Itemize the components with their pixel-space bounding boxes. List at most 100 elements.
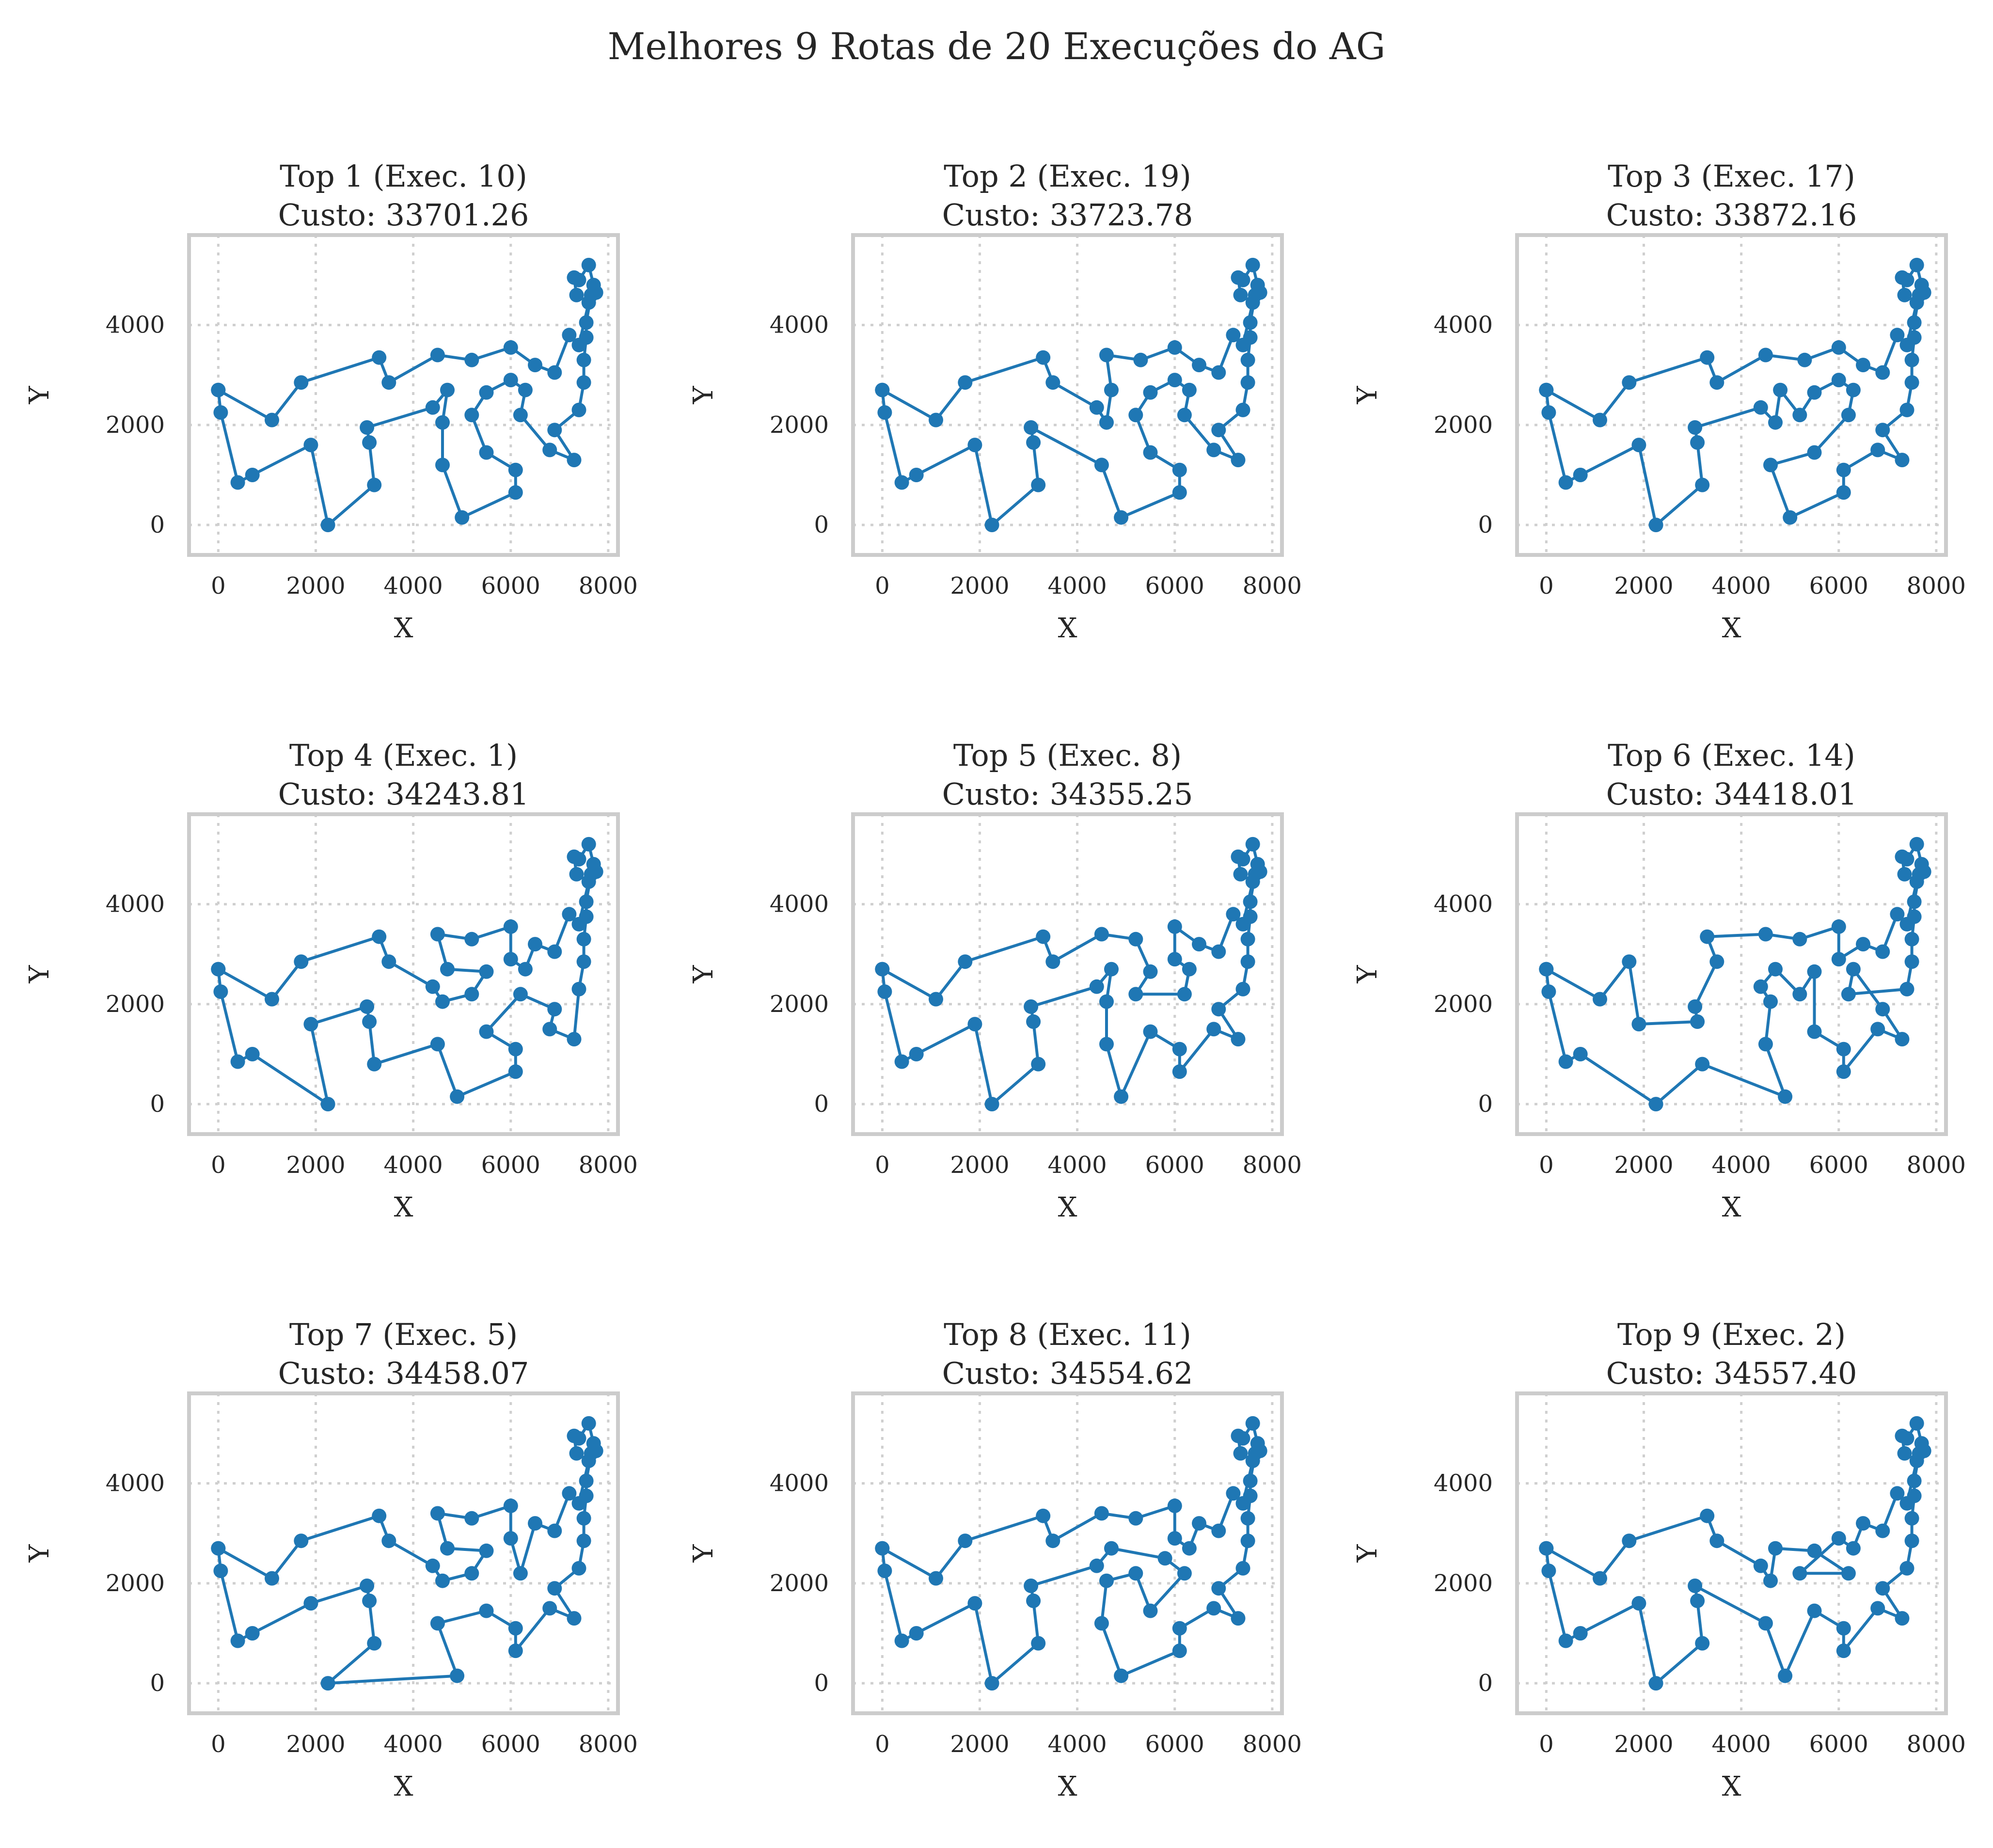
city-point — [230, 1054, 245, 1069]
city-point — [1182, 1541, 1197, 1556]
y-tick-label: 2000 — [1434, 411, 1493, 439]
x-tick-label: 6000 — [1145, 1152, 1204, 1179]
city-point — [1846, 962, 1861, 977]
x-tick-label: 6000 — [1809, 1731, 1868, 1758]
city-point — [1909, 295, 1924, 310]
city-point — [571, 1561, 586, 1576]
city-point — [1758, 1616, 1773, 1631]
panel-title: Top 5 (Exec. 8) — [953, 738, 1182, 773]
city-point — [1099, 1037, 1114, 1052]
city-point — [464, 1511, 479, 1526]
y-tick-label: 4000 — [770, 312, 829, 339]
y-axis-label: Y — [24, 1544, 55, 1563]
city-point — [1099, 415, 1114, 430]
x-tick-label: 0 — [875, 1152, 890, 1179]
city-point — [1875, 1581, 1890, 1596]
city-point — [1211, 1002, 1226, 1017]
city-point — [894, 475, 909, 490]
city-point — [567, 1032, 582, 1047]
panel-2: Top 2 (Exec. 19)Custo: 33723.78 0 2000 4000… — [688, 158, 1302, 644]
city-point — [1690, 1594, 1705, 1608]
city-point — [1128, 408, 1143, 423]
city-point — [1024, 420, 1039, 435]
y-tick-label: 0 — [150, 1090, 165, 1118]
x-tick-label: 8000 — [1243, 1731, 1302, 1758]
panel-7: Top 7 (Exec. 5) Custo: 34458.07 0 2000 4000 6… — [24, 1317, 638, 1802]
city-point — [513, 987, 528, 1002]
city-point — [1836, 1643, 1851, 1658]
city-point — [1245, 874, 1260, 889]
city-point — [1899, 1496, 1914, 1511]
city-point — [1914, 1436, 1929, 1451]
city-point — [576, 352, 591, 367]
city-point — [1890, 1486, 1905, 1501]
city-point — [1240, 1533, 1255, 1548]
y-tick-label: 2000 — [770, 991, 829, 1018]
panel-title: Top 8 (Exec. 11) — [944, 1317, 1191, 1352]
city-point — [1895, 1611, 1910, 1626]
city-point — [1700, 929, 1715, 944]
city-point — [1541, 1564, 1556, 1579]
x-tick-label: 8000 — [1243, 1152, 1302, 1179]
x-tick-label: 2000 — [1614, 1731, 1673, 1758]
city-point — [579, 315, 594, 330]
x-tick-label: 8000 — [1243, 572, 1302, 600]
city-point — [581, 837, 596, 852]
city-point — [1856, 358, 1870, 373]
plot-frame — [187, 812, 620, 1136]
city-point — [576, 1511, 591, 1526]
city-point — [362, 1594, 377, 1608]
city-point — [1226, 907, 1241, 922]
x-tick-label: 4000 — [1712, 572, 1771, 600]
y-tick-label: 4000 — [1434, 1470, 1493, 1497]
city-point — [265, 992, 279, 1007]
x-tick-label: 4000 — [384, 1152, 443, 1179]
city-point — [1909, 1453, 1924, 1469]
x-axis-label: X — [1722, 613, 1741, 644]
city-point — [362, 1014, 377, 1029]
city-point — [430, 1506, 445, 1521]
city-point — [1235, 402, 1250, 417]
city-point — [360, 1579, 375, 1593]
city-point — [508, 1621, 523, 1636]
city-point — [1758, 347, 1773, 363]
city-point — [1593, 992, 1607, 1007]
city-point — [265, 412, 279, 427]
city-point — [508, 1042, 523, 1057]
city-point — [1172, 485, 1187, 500]
city-point — [425, 1558, 440, 1573]
city-point — [1089, 1558, 1104, 1573]
city-point — [1245, 1416, 1260, 1431]
y-axis-label: Y — [688, 1544, 719, 1563]
y-axis-label: Y — [1352, 964, 1383, 983]
city-point — [1841, 1566, 1856, 1581]
route-line — [881, 263, 1262, 527]
city-point — [1904, 375, 1919, 390]
route-line — [1545, 842, 1926, 1106]
city-point — [547, 944, 562, 959]
panel-cost: Custo: 34458.07 — [278, 1356, 529, 1391]
city-point — [1807, 1024, 1822, 1039]
city-point — [381, 954, 396, 969]
x-tick-label: 8000 — [1907, 572, 1966, 600]
panel-5: Top 5 (Exec. 8)Custo: 34355.25 0 2000 4000 6… — [688, 738, 1302, 1223]
y-tick-label: 4000 — [1434, 312, 1493, 339]
y-axis-label: Y — [24, 385, 55, 404]
city-point — [1094, 458, 1109, 473]
city-point — [1768, 962, 1783, 977]
city-point — [929, 412, 943, 427]
city-point — [1045, 954, 1060, 969]
x-tick-label: 6000 — [1145, 572, 1204, 600]
city-point — [1897, 1446, 1912, 1461]
city-point — [1895, 849, 1910, 864]
x-tick-label: 2000 — [1614, 572, 1673, 600]
city-point — [1907, 894, 1922, 909]
city-point — [1914, 278, 1929, 293]
city-point — [1690, 1014, 1705, 1029]
route-line — [881, 842, 1262, 1106]
city-point — [1192, 1516, 1206, 1531]
city-point — [1792, 932, 1807, 947]
city-point — [1593, 1571, 1607, 1586]
city-point — [1875, 1523, 1890, 1538]
